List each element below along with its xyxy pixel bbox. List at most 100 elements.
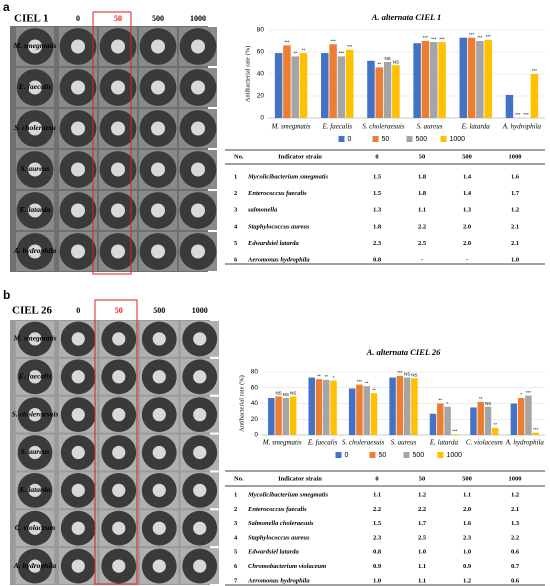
significance-label: ***	[347, 44, 353, 49]
table-cell: 0.7	[511, 563, 520, 570]
table-cell: 7	[234, 577, 238, 584]
table-cell: 2.3	[463, 534, 472, 541]
photo-title: CIEL 1	[14, 13, 49, 25]
table-header: 500	[462, 475, 472, 482]
bar	[530, 74, 539, 118]
bar	[437, 403, 444, 435]
table-cell: 2.1	[511, 240, 519, 247]
paper-disk	[28, 332, 42, 346]
paper-disk	[152, 559, 166, 573]
table-header: Indicator strain	[278, 153, 322, 160]
bar	[476, 41, 484, 118]
y-tick-label: 0	[260, 115, 264, 122]
table-cell: Salmonella choleraesuis	[248, 520, 314, 527]
bar	[532, 432, 539, 435]
bar	[470, 407, 477, 435]
table-cell: Aeromonas hydrophila	[247, 577, 310, 584]
bar	[283, 45, 291, 118]
table-cell: 2.3	[373, 534, 382, 541]
table-cell: 1.3	[511, 520, 520, 527]
bar	[315, 379, 323, 435]
column-label: 500	[152, 14, 164, 23]
legend-label: 0	[348, 136, 352, 143]
bar	[367, 60, 375, 118]
paper-disk	[28, 408, 42, 422]
bar	[389, 377, 396, 435]
legend-swatch	[335, 452, 342, 458]
paper-disk	[71, 121, 85, 136]
strain-label: M. smegmatis	[13, 334, 57, 343]
bar	[505, 94, 514, 118]
y-tick-label: 80	[251, 369, 259, 376]
significance-label: **	[378, 62, 382, 67]
table-header: No.	[234, 153, 244, 160]
x-tick-label: E. faecalis	[321, 123, 352, 131]
legend-label: 50	[382, 136, 390, 143]
paper-disk	[151, 203, 165, 218]
strain-label: A. hydrophila	[13, 561, 57, 570]
paper-disk	[71, 244, 85, 259]
y-tick-label: 40	[251, 400, 259, 407]
legend-label: 500	[413, 452, 425, 459]
table-cell: 1.6	[463, 520, 472, 527]
column-label: 50	[115, 306, 123, 315]
bar	[274, 53, 283, 118]
paper-disk	[112, 408, 126, 422]
photo-background	[10, 26, 208, 272]
paper-disk	[28, 445, 42, 460]
x-tick-label: M. smegmatis	[262, 439, 302, 447]
table-cell: -	[421, 256, 423, 263]
table-cell: 0.6	[511, 577, 520, 584]
paper-disk	[152, 445, 166, 460]
paper-disk	[28, 483, 42, 497]
paper-disk	[28, 521, 42, 535]
table-cell: 1.0	[511, 256, 519, 263]
significance-label: ***	[469, 32, 475, 37]
paper-disk	[191, 121, 205, 136]
strain-label: C. violaceum	[15, 523, 56, 532]
legend-label: 500	[416, 136, 428, 143]
legend-swatch	[437, 452, 444, 458]
bar	[299, 53, 308, 118]
chart-title: A. alternata CIEL 1	[371, 12, 442, 22]
strain-label: S. aureus	[20, 164, 49, 173]
significance-label: ***	[532, 68, 538, 73]
paper-disk	[71, 80, 85, 95]
paper-disk	[152, 370, 166, 384]
paper-disk	[71, 483, 85, 497]
paper-disk	[71, 521, 85, 535]
bar	[329, 44, 337, 118]
paper-disk	[151, 244, 165, 259]
bar	[337, 56, 346, 118]
x-tick-label: S. aureus	[391, 439, 417, 447]
table-cell: 2	[234, 190, 237, 197]
significance-label: NS	[485, 401, 491, 406]
table-cell: 0.9	[463, 563, 472, 570]
paper-disk	[112, 445, 126, 460]
paper-disk	[193, 445, 207, 460]
significance-label: **	[302, 47, 306, 52]
table-cell: Aeromonas hydrophila	[247, 256, 310, 263]
strain-label: E. faecalis	[18, 82, 52, 91]
paper-disk	[71, 445, 85, 460]
bar	[484, 406, 492, 435]
table-cell: 0.6	[511, 549, 520, 556]
x-tick-label: E. latarda	[429, 439, 459, 447]
table-cell: -	[466, 256, 468, 263]
significance-label: **	[494, 422, 498, 427]
table-cell: 3	[234, 520, 238, 527]
bar	[370, 393, 378, 435]
bar	[323, 379, 330, 435]
table-cell: 3	[234, 207, 238, 214]
table-cell: 1.1	[418, 207, 426, 214]
table-cell: 1.7	[418, 520, 427, 527]
bar	[289, 396, 297, 435]
significance-label: ***	[523, 112, 529, 117]
table-cell: Mycolicibacterium smegmatis	[247, 491, 328, 498]
highlight-box	[94, 299, 138, 585]
bar	[421, 41, 430, 118]
table-cell: 0.8	[373, 256, 382, 263]
table-cell: 2.2	[418, 506, 426, 513]
bar	[413, 43, 421, 119]
